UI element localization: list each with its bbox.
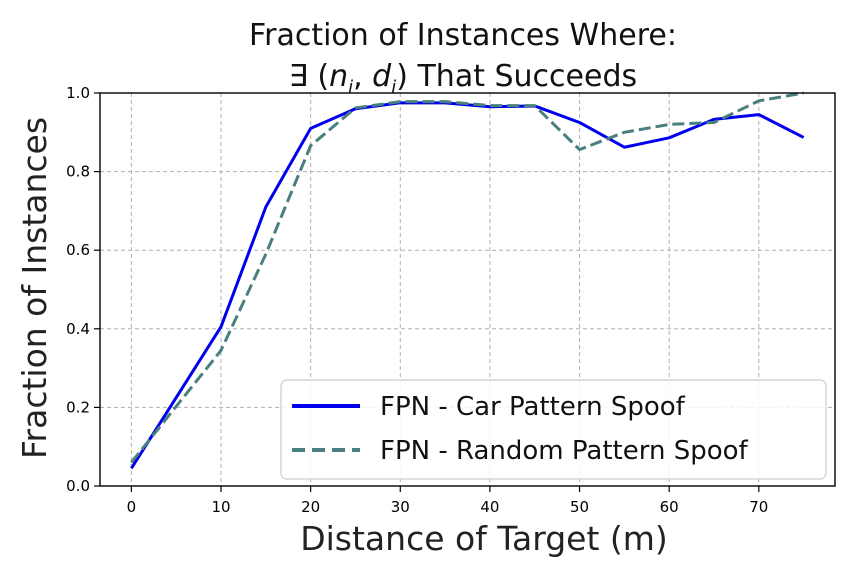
title-math-d: d (372, 59, 392, 94)
axis-ticks: 0 10 20 30 40 50 60 70 0.0 0.2 0.4 0.6 0.8 1.0 (66, 84, 768, 516)
title-math-n: n (329, 59, 348, 94)
x-tick-label: 0 (127, 498, 137, 516)
x-tick-label: 10 (211, 498, 230, 516)
series-line-random-pattern (130, 91, 804, 464)
legend: FPN - Car Pattern Spoof FPN - Random Pat… (280, 379, 827, 480)
title-suffix: ) That Succeeds (396, 59, 637, 94)
y-tick-label: 0.4 (66, 320, 90, 338)
x-tick-label: 50 (570, 498, 589, 516)
y-tick-label: 0.8 (66, 163, 90, 181)
y-tick-label: 0.0 (66, 477, 90, 495)
x-tick-label: 30 (391, 498, 410, 516)
x-tick-label: 70 (749, 498, 768, 516)
legend-box (280, 379, 827, 480)
x-tick-label: 40 (480, 498, 499, 516)
series-line-car-pattern (130, 101, 805, 470)
x-tick-label: 60 (660, 498, 679, 516)
title-math-d-sub: i (391, 77, 396, 98)
y-axis-label: Fraction of Instances (15, 117, 54, 459)
y-tick-label: 0.6 (66, 241, 90, 259)
title-prefix: ∃ ( (289, 59, 329, 94)
chart-title-line2: ∃ (ni, di) That Succeeds (289, 59, 637, 98)
series-lines (130, 91, 805, 470)
title-math-sep: , (353, 59, 372, 94)
chart-title-line1: Fraction of Instances Where: (249, 18, 677, 53)
x-tick-label: 20 (301, 498, 320, 516)
y-tick-label: 0.2 (66, 398, 90, 416)
y-tick-label: 1.0 (66, 84, 90, 102)
plot-frame (99, 92, 836, 487)
legend-label-random-pattern: FPN - Random Pattern Spoof (380, 436, 749, 466)
legend-label-car-pattern: FPN - Car Pattern Spoof (380, 392, 686, 422)
title-math-n-sub: i (348, 77, 353, 98)
x-axis-label: Distance of Target (m) (300, 519, 668, 558)
